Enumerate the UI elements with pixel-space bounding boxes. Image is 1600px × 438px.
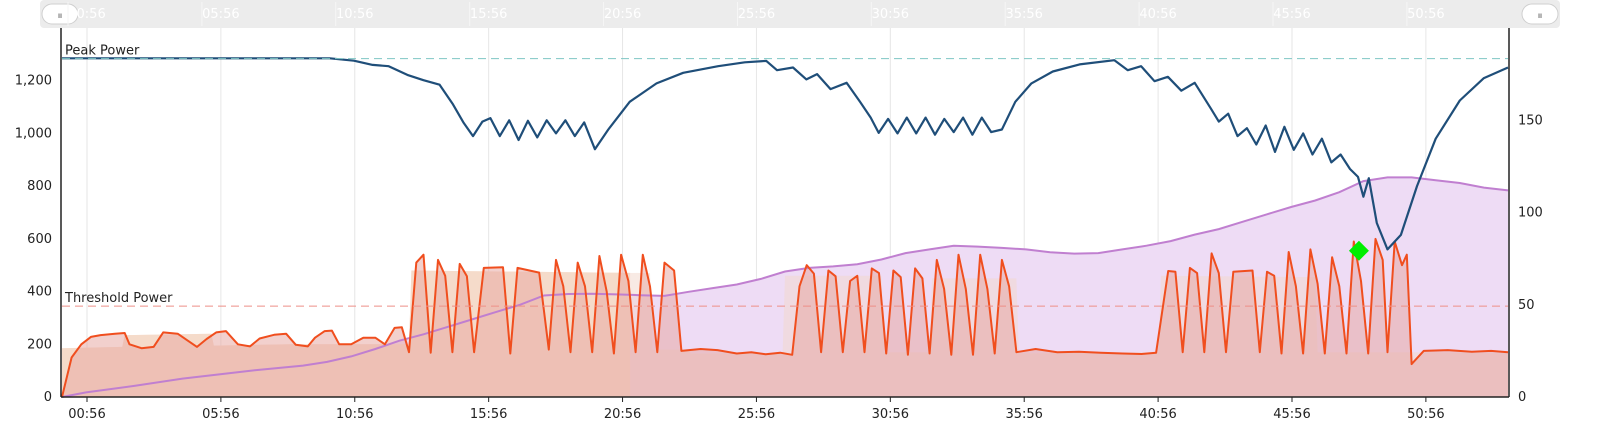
y-right-tick-label: 50	[1518, 298, 1535, 313]
x-axis-ticks: 00:56 05:56 10:56 15:56 20:56 25:56 30:56 35:56…	[68, 397, 1445, 422]
y-left-tick-label: 200	[27, 337, 52, 352]
y-left-tick-label: 400	[27, 285, 52, 300]
navigator-handle-right[interactable]	[1521, 3, 1559, 25]
navigator-handle-right-icon: ⏸	[1537, 9, 1543, 22]
y-left-tick-label: 600	[27, 232, 52, 247]
navigator-tick-label: 40:56	[1139, 7, 1176, 22]
x-tick-label: 35:56	[1005, 407, 1042, 422]
y-axis-left-ticks: 0 200 400 600 800 1,000 1,200	[15, 74, 52, 405]
highlight-marker[interactable]	[1348, 240, 1369, 261]
y-right-tick-label: 150	[1518, 113, 1543, 128]
x-tick-label: 40:56	[1139, 407, 1176, 422]
navigator-tick-label: 00:56	[68, 7, 105, 22]
navigator-tick-label: 05:56	[202, 7, 239, 22]
navigator-tick-label: 20:56	[604, 7, 641, 22]
navigator-tick-label: 50:56	[1407, 7, 1444, 22]
x-tick-label: 50:56	[1407, 407, 1444, 422]
x-tick-label: 15:56	[470, 407, 507, 422]
x-tick-label: 25:56	[738, 407, 775, 422]
x-tick-label: 10:56	[336, 407, 373, 422]
cumulative-line	[61, 176, 1509, 398]
markers	[1348, 240, 1369, 261]
x-tick-label: 00:56	[68, 407, 105, 422]
reference-line-label: Peak Power	[65, 44, 140, 59]
y-axis-right-ticks: 0 50 100 150	[1518, 113, 1543, 405]
power-area	[62, 238, 1508, 397]
navigator-tick-label: 30:56	[872, 7, 909, 22]
navigator-handle-left-icon: ⏸	[57, 9, 63, 22]
x-tick-label: 20:56	[604, 407, 641, 422]
x-tick-label: 45:56	[1273, 407, 1310, 422]
areas	[62, 177, 1508, 397]
navigator-track[interactable]	[40, 0, 1560, 28]
reference-line-label: Threshold Power	[64, 291, 173, 306]
x-tick-label: 05:56	[202, 407, 239, 422]
navigator-ticks: 00:56 05:56 10:56 15:56 20:56 25:56 30:56 35:56…	[67, 2, 1445, 26]
navigator-tick-label: 45:56	[1273, 7, 1310, 22]
power-line	[61, 237, 1509, 398]
y-right-tick-label: 100	[1518, 206, 1543, 221]
x-tick-label: 30:56	[872, 407, 909, 422]
y-left-tick-label: 1,000	[15, 126, 52, 141]
y-right-tick-label: 0	[1518, 390, 1526, 405]
y-left-tick-label: 0	[44, 390, 52, 405]
navigator-tick-label: 15:56	[470, 7, 507, 22]
navigator-tick-label: 10:56	[336, 7, 373, 22]
peak-power-curve	[62, 57, 1509, 251]
y-left-tick-label: 800	[27, 179, 52, 194]
lines	[61, 57, 1509, 398]
y-left-tick-label: 1,200	[15, 74, 52, 89]
navigator-tick-label: 25:56	[738, 7, 775, 22]
reference-lines: Peak Power Threshold Power	[62, 44, 1508, 307]
navigator-handle-left[interactable]	[41, 3, 79, 25]
axes	[60, 28, 1510, 398]
navigator[interactable]: ⏸ ⏸ 00:56 05:56 10:56 15:56 20:56 25:56 30:56 3…	[40, 0, 1560, 28]
navigator-tick-label: 35:56	[1005, 7, 1042, 22]
